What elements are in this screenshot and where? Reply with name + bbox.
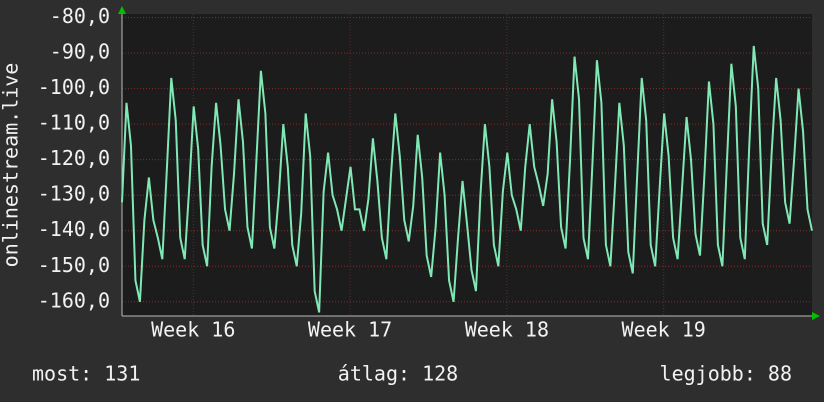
x-arrow (812, 312, 820, 320)
y-tick-label: -160,0 (38, 288, 110, 312)
y-tick-label: -130,0 (38, 182, 110, 206)
y-tick-label: -80,0 (50, 4, 110, 28)
x-tick-label: Week 16 (151, 318, 235, 342)
footer-average: átlag: 128 (338, 362, 458, 386)
footer-best: legjobb: 88 (660, 362, 792, 386)
data-line (121, 45, 813, 313)
y-tick-label: -100,0 (38, 75, 110, 99)
y-tick-label: -150,0 (38, 253, 110, 277)
plot-area (122, 14, 812, 316)
footer-current: most: 131 (32, 362, 140, 386)
x-tick-label: Week 19 (622, 318, 706, 342)
x-tick-label: Week 18 (465, 318, 549, 342)
x-tick-label: Week 17 (308, 318, 392, 342)
y-tick-label: -90,0 (50, 40, 110, 64)
y-tick-label: -120,0 (38, 146, 110, 170)
y-arrow (118, 6, 126, 14)
y-tick-label: -140,0 (38, 217, 110, 241)
y-axis-label: onlinestream.live (0, 63, 23, 268)
y-tick-label: -110,0 (38, 111, 110, 135)
